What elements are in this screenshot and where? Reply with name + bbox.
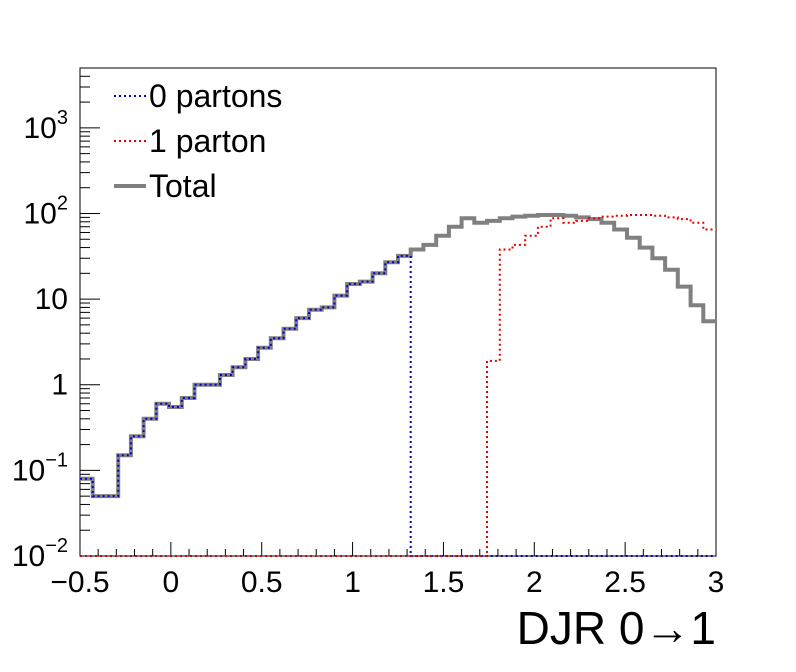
x-tick-label: 0.5 xyxy=(241,566,283,599)
x-tick-label: 2 xyxy=(526,566,543,599)
y-tick-base: 10 xyxy=(24,197,57,230)
series-1-parton xyxy=(80,214,716,557)
x-tick-label: 3 xyxy=(708,566,725,599)
y-tick-exponent: 3 xyxy=(57,107,68,129)
y-tick-exponent: −1 xyxy=(45,449,68,471)
y-tick-label: 10−1 xyxy=(12,449,68,487)
y-tick-exponent: −2 xyxy=(45,535,68,557)
x-ticks: −0.5 0 0.5 1 1.5 2 2.5 3 xyxy=(50,542,724,599)
x-tick-label: 2.5 xyxy=(604,566,646,599)
y-tick-exponent: 2 xyxy=(57,192,68,214)
y-tick-base: 10 xyxy=(12,540,45,573)
y-tick-label: 10−2 xyxy=(12,535,68,573)
x-tick-label: 1.5 xyxy=(423,566,465,599)
x-tick-label: −0.5 xyxy=(50,566,109,599)
y-tick-label: 1 xyxy=(51,369,68,402)
legend: 0 partons 1 parton Total xyxy=(114,78,282,204)
y-tick-label: 103 xyxy=(24,107,69,145)
legend-label: Total xyxy=(149,168,217,204)
x-tick-label: 1 xyxy=(344,566,361,599)
x-axis-title: DJR 0→1 xyxy=(517,602,716,654)
legend-label: 1 parton xyxy=(149,123,266,159)
y-tick-base: 10 xyxy=(24,112,57,145)
legend-label: 0 partons xyxy=(149,78,282,114)
series-layer xyxy=(80,213,716,557)
y-tick-label: 10 xyxy=(35,283,68,316)
x-tick-label: 0 xyxy=(163,566,180,599)
y-tick-base: 10 xyxy=(12,454,45,487)
y-tick-label: 102 xyxy=(24,192,69,230)
